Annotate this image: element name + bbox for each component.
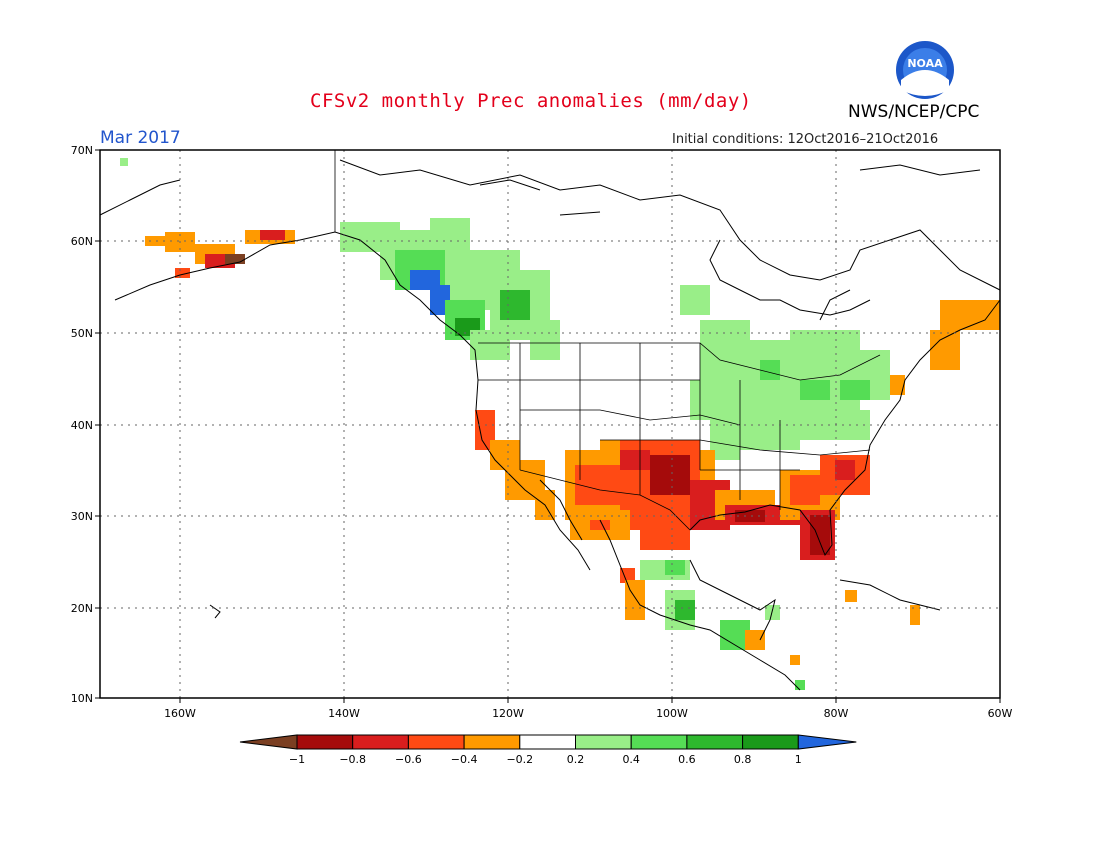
lon-label: 60W	[988, 707, 1013, 720]
graticule	[100, 150, 1000, 698]
colorbar-label: 0.4	[622, 753, 640, 766]
colorbar-swatch	[407, 734, 465, 750]
colorbar-label: 0.8	[734, 753, 752, 766]
agency-label: NWS/NCEP/CPC	[848, 102, 980, 122]
lat-label: 60N	[71, 235, 93, 248]
anomaly-shading	[120, 158, 1000, 690]
lat-label: 70N	[71, 144, 93, 157]
colorbar-label: −1	[289, 753, 305, 766]
lat-label: 20N	[71, 602, 93, 615]
colorbar-label: −0.6	[395, 753, 422, 766]
colorbar-label: −0.8	[339, 753, 366, 766]
colorbar-swatch	[630, 734, 688, 750]
lat-label: 10N	[71, 692, 93, 705]
colorbar-label: 0.2	[567, 753, 585, 766]
noaa-logo: NOAA	[896, 41, 954, 99]
lat-label: 30N	[71, 510, 93, 523]
colorbar-swatch	[463, 734, 521, 750]
colorbar-label: −0.2	[506, 753, 533, 766]
colorbar-right-arrow	[797, 734, 857, 750]
forecast-month: Mar 2017	[100, 128, 181, 148]
colorbar-swatch	[575, 734, 632, 750]
lon-label: 140W	[328, 707, 360, 720]
colorbar-swatch	[296, 734, 354, 750]
map-title: CFSv2 monthly Prec anomalies (mm/day)	[310, 90, 752, 112]
colorbar-left-arrow	[239, 734, 298, 750]
initial-conditions: Initial conditions: 12Oct2016–21Oct2016	[672, 132, 939, 147]
lon-label: 160W	[164, 707, 196, 720]
colorbar-swatch	[519, 734, 576, 750]
map-frame	[99, 149, 1001, 699]
colorbar-swatch	[742, 734, 799, 750]
lon-label: 120W	[492, 707, 524, 720]
colorbar-label: 1	[795, 753, 802, 766]
noaa-logo-text: NOAA	[907, 57, 943, 70]
lon-label: 80W	[824, 707, 849, 720]
colorbar-label: 0.6	[678, 753, 696, 766]
colorbar: −1 −0.8 −0.6 −0.4 −0.2 0.2 0.4 0.6 0.8 1	[239, 734, 857, 766]
colorbar-swatch	[686, 734, 744, 750]
colorbar-swatch	[352, 734, 409, 750]
lon-label: 100W	[656, 707, 688, 720]
political-borders	[334, 150, 881, 531]
lat-label: 50N	[71, 327, 93, 340]
coastlines	[99, 159, 1001, 691]
lat-label: 40N	[71, 419, 93, 432]
colorbar-label: −0.4	[451, 753, 478, 766]
